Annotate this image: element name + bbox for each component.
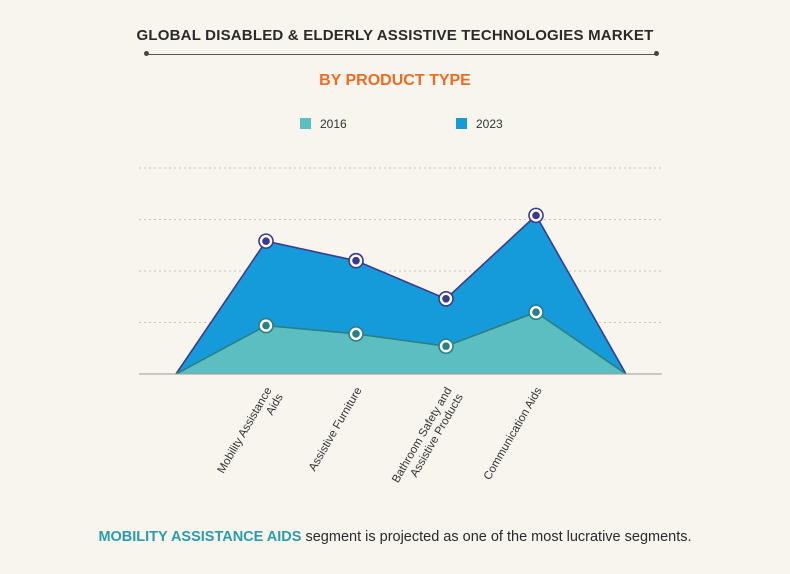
x-tick-label: Mobility AssistanceAids (216, 385, 286, 482)
legend-swatch-2023 (456, 118, 467, 129)
point-2023 (442, 295, 450, 303)
legend-swatch-2016 (300, 118, 311, 129)
point-2016 (262, 321, 270, 330)
x-tick-label: Bathroom Safety andAssistive Products (390, 385, 466, 491)
legend-item-2023: 2023 (456, 117, 503, 131)
point-2016 (352, 330, 360, 338)
legend-item-2016: 2016 (300, 117, 347, 131)
line-series-2023 (175, 214, 627, 375)
footer-note: MOBILITY ASSISTANCE AIDS segment is proj… (0, 529, 790, 545)
legend-label-2023: 2023 (476, 117, 503, 131)
point-2023 (352, 256, 360, 265)
title-rule-right-dot (654, 51, 659, 56)
chart-subtitle: BY PRODUCT TYPE (319, 72, 471, 89)
point-2023 (532, 211, 540, 220)
title-rule-left-dot (144, 51, 149, 56)
chart-title: GLOBAL DISABLED & ELDERLY ASSISTIVE TECH… (136, 27, 654, 44)
x-tick-label: Assistive Furniture (307, 386, 365, 474)
point-2023 (262, 237, 270, 245)
line-series-2016 (175, 311, 627, 375)
title-rule (147, 54, 657, 55)
x-tick-label: Communication Aids (482, 385, 545, 482)
footer-text: segment is projected as one of the most … (301, 529, 692, 545)
legend-label-2016: 2016 (320, 117, 347, 131)
point-2016 (442, 342, 450, 350)
point-2016 (532, 308, 540, 317)
footer-highlight: MOBILITY ASSISTANCE AIDS (98, 529, 302, 545)
